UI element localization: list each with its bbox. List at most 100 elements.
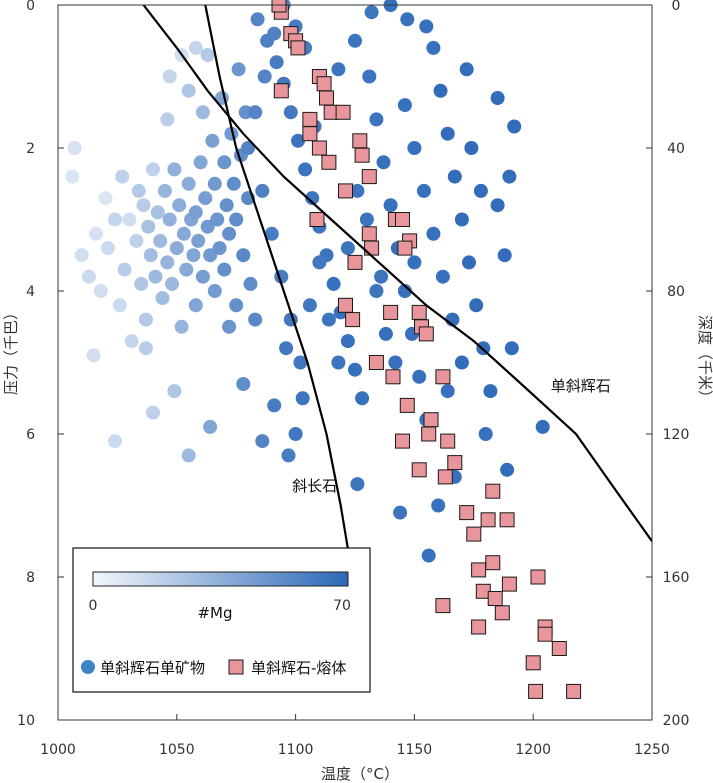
melt-point [459,505,475,521]
single-mineral-point [193,155,208,170]
melt-point [385,369,401,385]
single-mineral-point [181,83,196,98]
x-tick-label: 1100 [278,742,314,758]
single-mineral-point [383,198,398,213]
legend: 0 70 #Mg 单斜辉石单矿物 单斜辉石-熔体 [72,547,371,693]
single-mineral-point [134,276,149,291]
single-mineral-point [433,83,448,98]
single-mineral-point [226,176,241,191]
single-mineral-point [374,269,389,284]
melt-point [485,555,501,571]
single-mineral-point [176,226,191,241]
melt-point [501,576,517,592]
single-mineral-point [188,205,203,220]
single-mineral-point [169,241,184,256]
single-mineral-point [340,241,355,256]
x-tick-label: 1200 [515,742,551,758]
single-mineral-point [81,269,96,284]
single-mineral-point [200,48,215,62]
single-mineral-point [207,284,222,298]
melt-point [466,526,482,542]
legend-square-marker [228,659,244,675]
single-mineral-point [198,191,213,206]
melt-point [338,183,353,199]
melt-point [411,304,427,320]
single-mineral-point [362,69,377,84]
single-mineral-point [535,419,550,434]
melt-point [423,412,439,428]
melt-point [368,355,384,370]
melt-point [471,619,487,635]
single-mineral-point [236,377,251,391]
single-mineral-point [231,62,246,77]
single-mineral-point [257,69,272,84]
melt-point [319,90,334,106]
melt-point [290,40,306,56]
single-mineral-point [167,162,182,177]
single-mineral-point [490,91,505,105]
single-mineral-point [419,19,434,34]
y-tick-label: 4 [26,284,35,300]
melt-point [364,240,380,256]
single-mineral-point [162,212,177,227]
melt-point [352,133,368,149]
y-tick-label: 6 [26,427,35,443]
melt-point [395,433,410,449]
single-mineral-point [464,141,479,155]
single-mineral-point [426,40,441,55]
melt-point [435,369,451,385]
single-mineral-point [229,298,244,313]
single-mineral-point [124,334,139,349]
melt-point [271,0,287,13]
single-mineral-point [172,198,187,213]
phase-boundary-curves [142,4,653,578]
single-mineral-point [162,69,177,84]
melt-point [528,683,544,699]
single-mineral-point [462,255,476,270]
single-mineral-point [229,212,244,227]
single-mineral-point [160,112,175,127]
curve-label: 单斜辉石 [551,377,611,395]
single-mineral-point [298,162,313,177]
single-mineral-point [186,248,201,263]
y2-tick-label: 160 [663,570,690,586]
single-mineral-point [160,255,175,270]
single-mineral-point [473,183,488,198]
single-mineral-point [207,176,222,191]
single-mineral-point [153,233,168,248]
single-mineral-point [407,255,422,270]
colorbar-title: #Mg [197,604,232,622]
y-tick-label: 0 [26,0,35,14]
single-mineral-point [146,162,160,177]
single-mineral-point [115,169,130,184]
melt-point [499,512,515,528]
single-mineral-point [348,362,362,377]
phase-boundary-curve [204,4,354,578]
x-axis-title: 温度（°C） [321,765,399,783]
melt-point [338,297,353,313]
x-tick-label: 1250 [634,742,670,758]
melt-point [395,212,410,227]
single-mineral-point [267,26,282,41]
single-mineral-point [98,191,113,206]
single-mineral-point [355,391,370,406]
y2-tick-label: 200 [663,713,690,729]
single-mineral-point [74,248,89,263]
single-mineral-point [388,355,403,370]
single-mineral-point [502,169,517,184]
single-mineral-point [348,33,362,48]
melt-point [302,111,318,127]
single-mineral-point [255,183,270,198]
single-mineral-point [181,448,196,463]
single-mineral-point [195,269,210,284]
melt-point [418,326,434,342]
y-tick-label: 10 [17,713,35,729]
single-mineral-point [321,312,336,327]
single-mineral-point [255,434,270,449]
single-mineral-point [100,241,115,256]
melt-point [440,433,456,449]
melt-point [399,397,415,413]
single-mineral-point [283,105,298,120]
single-mineral-point [454,355,469,370]
melt-point [361,226,377,242]
